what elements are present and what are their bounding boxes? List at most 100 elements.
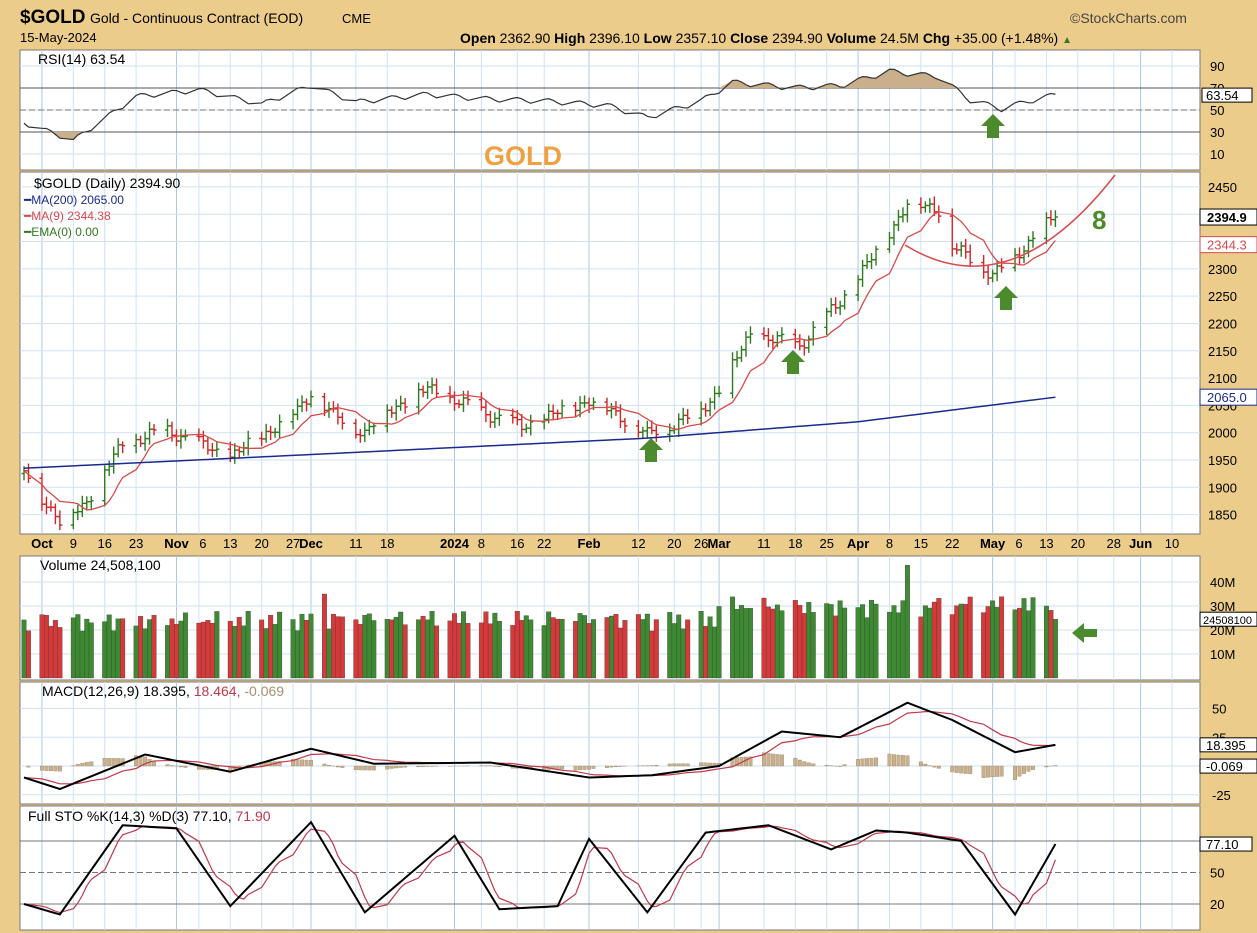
volume-value-box bbox=[1199, 611, 1257, 627]
macd-histogram-bar bbox=[322, 763, 327, 767]
legend-ema: ━EMA(0) 0.00 bbox=[24, 225, 99, 239]
ma200-value-box bbox=[1199, 388, 1257, 406]
volume-bar bbox=[779, 610, 785, 679]
chg-value: +35.00 (+1.48%) bbox=[953, 30, 1059, 46]
volume-bar bbox=[577, 613, 583, 679]
volume-tick-label: 30M bbox=[1210, 599, 1235, 614]
volume-bar bbox=[353, 619, 359, 679]
gold-annotation: GOLD bbox=[484, 141, 562, 171]
macd-histogram-bar bbox=[699, 762, 704, 767]
volume-bar bbox=[963, 604, 969, 679]
x-tick-label: Mar bbox=[708, 536, 731, 551]
macd-histogram-bar bbox=[887, 753, 892, 767]
volume-bar bbox=[429, 611, 435, 679]
volume-value-label: 24508100 bbox=[1203, 615, 1252, 627]
volume-bar bbox=[326, 628, 332, 679]
macd-histogram-bar bbox=[824, 765, 829, 767]
x-tick-label: 16 bbox=[510, 536, 524, 551]
volume-bar bbox=[954, 605, 960, 679]
macd-histogram-bar bbox=[986, 765, 991, 778]
macd-histogram-bar bbox=[708, 762, 713, 767]
macd-histogram-bar bbox=[609, 765, 614, 768]
volume-bar bbox=[120, 618, 126, 679]
volume-bar bbox=[398, 611, 404, 679]
rsi-value-box bbox=[1201, 87, 1253, 103]
sto-title: Full STO %K(14,3) %D(3) 77.10, 71.90 bbox=[28, 808, 271, 824]
close-label: Close bbox=[730, 30, 769, 46]
macd-histogram-bar bbox=[1053, 765, 1058, 767]
volume-bar bbox=[716, 606, 722, 679]
close-value: 2394.90 bbox=[772, 30, 823, 46]
note-eight: 8 bbox=[1092, 205, 1107, 235]
volume-bar bbox=[918, 616, 924, 679]
rsi-title: RSI(14) 63.54 bbox=[38, 51, 126, 67]
price-tick-label: 2200 bbox=[1208, 316, 1237, 331]
volume-bar bbox=[425, 619, 431, 679]
volume-bar bbox=[896, 612, 901, 679]
macd-histogram-bar bbox=[1031, 765, 1035, 770]
x-tick-label: Dec bbox=[299, 536, 323, 551]
volume-bar bbox=[26, 630, 31, 679]
legend-ma200-label: MA(200) 2065.00 bbox=[31, 193, 124, 207]
symbol: $GOLD bbox=[20, 7, 86, 28]
volume-bar bbox=[1017, 607, 1022, 679]
price-tick-label: 2450 bbox=[1208, 180, 1237, 195]
macd-histogram-bar bbox=[398, 765, 403, 768]
volume-bar bbox=[931, 601, 937, 679]
volume-bar bbox=[864, 617, 870, 679]
volume-bar bbox=[810, 612, 816, 679]
x-tick-label: 6 bbox=[199, 536, 206, 551]
volume-bar bbox=[927, 607, 933, 679]
sto-tick-label: 20 bbox=[1210, 897, 1224, 912]
macd-histogram-bar bbox=[685, 763, 690, 767]
macd-histogram-bar bbox=[950, 765, 955, 773]
legend-ema-label: EMA(0) 0.00 bbox=[31, 225, 99, 239]
up-arrow-icon bbox=[994, 286, 1018, 310]
volume-bar bbox=[79, 630, 85, 679]
x-tick-label: Feb bbox=[577, 536, 600, 551]
volume-bar bbox=[263, 628, 269, 679]
hand-drawn-arc bbox=[904, 174, 1116, 267]
rsi-tick-label: 30 bbox=[1210, 125, 1224, 140]
volume-bar bbox=[48, 625, 54, 679]
macd-histogram-bar bbox=[591, 765, 596, 769]
x-tick-label: 22 bbox=[945, 536, 959, 551]
volume-bar bbox=[371, 620, 377, 679]
x-tick-label: 12 bbox=[631, 536, 645, 551]
macd-histogram-bar bbox=[335, 765, 340, 768]
price-tick-label: 1950 bbox=[1208, 453, 1237, 468]
volume-bar bbox=[739, 605, 744, 679]
volume-bar bbox=[734, 608, 740, 679]
volume-bar bbox=[671, 623, 677, 679]
macd-histogram-bar bbox=[102, 757, 107, 767]
volume-bar bbox=[402, 624, 408, 679]
x-tick-label: 20 bbox=[254, 536, 268, 551]
macd-signal-line bbox=[23, 710, 1056, 785]
high-value: 2396.10 bbox=[589, 30, 640, 46]
macd-histogram-bar bbox=[300, 759, 304, 767]
volume-bar bbox=[559, 618, 565, 679]
volume-bar bbox=[57, 627, 63, 679]
volume-bar bbox=[712, 626, 718, 679]
volume-bar bbox=[43, 614, 49, 679]
volume-bar bbox=[765, 606, 771, 679]
macd-histogram-bar bbox=[865, 758, 870, 767]
volume-title: Volume 24,508,100 bbox=[40, 557, 161, 573]
rsi-tick-label: 90 bbox=[1210, 59, 1224, 74]
macd-histogram-bar bbox=[183, 765, 188, 768]
volume-bar bbox=[452, 613, 457, 679]
x-tick-label: 10 bbox=[1165, 536, 1179, 551]
macd-histogram-bar bbox=[1022, 765, 1026, 774]
x-tick-label: 11 bbox=[349, 536, 363, 551]
macd-histogram-bar bbox=[676, 763, 681, 767]
volume-bar bbox=[200, 621, 206, 679]
volume-bar bbox=[582, 615, 587, 679]
x-tick-label: 8 bbox=[886, 536, 893, 551]
volume-bar bbox=[555, 618, 561, 679]
macd-histogram-bar bbox=[152, 761, 156, 767]
ma9-value-box bbox=[1199, 236, 1257, 254]
instrument-name: Gold - Continuous Contract (EOD) bbox=[90, 10, 304, 26]
macd-histogram-bar bbox=[1013, 765, 1017, 780]
macd-histogram-bar bbox=[39, 765, 44, 771]
macd-hist-value-box bbox=[1199, 758, 1257, 774]
